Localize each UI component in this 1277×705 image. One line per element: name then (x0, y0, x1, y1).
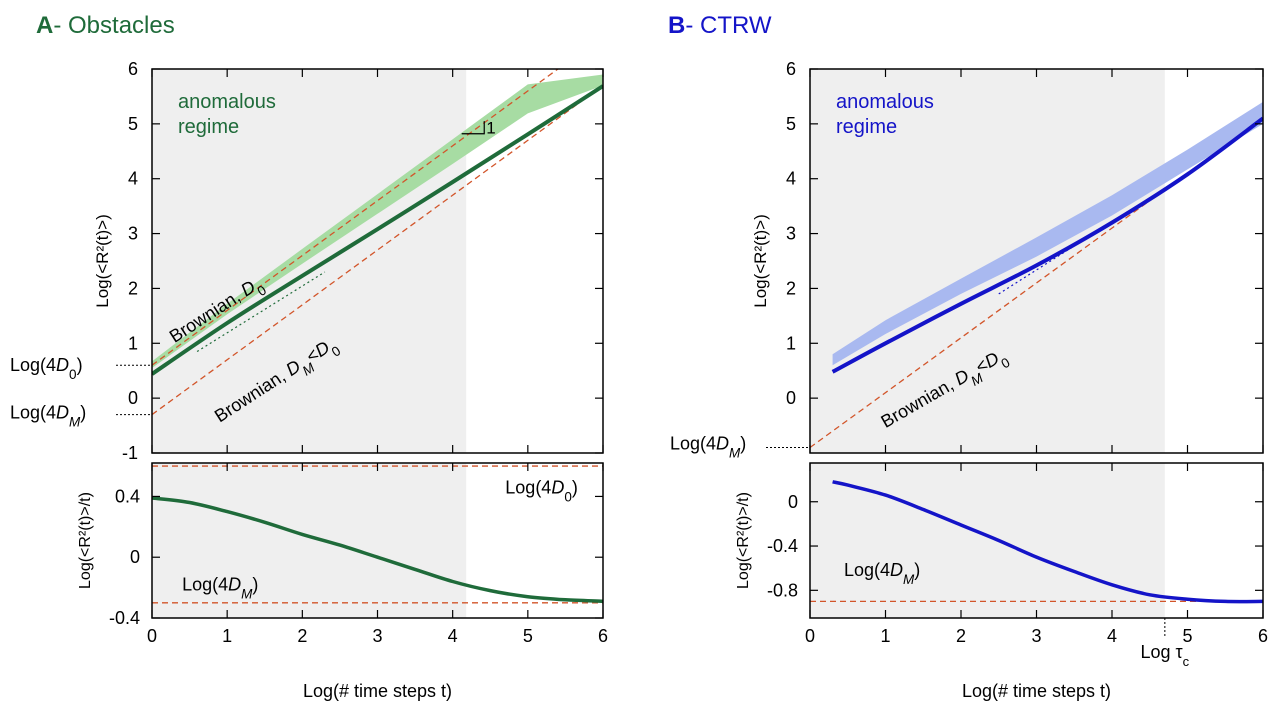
panel-a-x-tick-label-1: 1 (222, 626, 232, 646)
panel-b-lower-y-tick-label-1: -0.4 (767, 536, 798, 556)
panel-a-brownian-reference-line-1 (152, 84, 603, 416)
panel-a-log-4d0-label: Log(4D0) (10, 355, 83, 382)
panel-a-title-text: - Obstacles (53, 12, 175, 39)
panel-b-y-tick-label-4: 4 (786, 169, 796, 189)
panel-a-lower-log-4dm-label: Log(4DM) (182, 575, 258, 602)
panel-b-x-tick-label-1: 1 (880, 626, 890, 646)
panel-b-mean-curve (831, 116, 1263, 374)
panel-a-regime-label-line1: anomalous (178, 91, 276, 113)
panel-a-brownian-reference-line-0 (152, 69, 560, 366)
panel-b-title-text: - CTRW (685, 12, 772, 39)
panel-a-y-tick-label-4: 3 (128, 224, 138, 244)
panel-b-lower-y-tick-label-0: 0 (788, 492, 798, 512)
panel-a-log-4dm-label: Log(4DM) (10, 403, 86, 430)
panel-a-y-tick-label-5: 4 (128, 169, 138, 189)
panel-b-y-tick-label-0: 0 (786, 388, 796, 408)
panel-a-y-tick-label-7: 6 (128, 59, 138, 79)
panel-b-log-4dm-label: Log(4DM) (670, 434, 746, 461)
panel-a-regime-label-line2: regime (178, 116, 239, 138)
panel-b-y-tick-label-5: 5 (786, 114, 796, 134)
panel-b-y-axis-label: Log(<R²(t)>) (751, 214, 770, 308)
panel-b-lower-y-tick-label-2: -0.8 (767, 580, 798, 600)
panel-a-slope-label: 1 (486, 119, 495, 138)
panel-a-fit-dotted-line (196, 271, 326, 353)
panel-a-x-tick-label-6: 6 (598, 626, 608, 646)
panel-b-regime-label-line2: regime (836, 116, 897, 138)
panel-b-x-axis-label: Log(# time steps t) (962, 681, 1111, 701)
panel-b-x-tick-label-5: 5 (1182, 626, 1192, 646)
panel-a-x-tick-label-0: 0 (147, 626, 157, 646)
panel-a-x-tick-label-4: 4 (448, 626, 458, 646)
panel-a-letter: A (36, 12, 54, 39)
panel-b-bottom-plot-area (810, 480, 1263, 604)
panel-a-y-tick-label-3: 2 (128, 278, 138, 298)
panel-b-spread-band (832, 101, 1263, 366)
panel-b-y-tick-label-1: 1 (786, 333, 796, 353)
panel-b-y-tick-label-2: 2 (786, 278, 796, 298)
panel-a-x-tick-label-5: 5 (523, 626, 533, 646)
panel-b-y-tick-label-3: 3 (786, 224, 796, 244)
panel-a-x-tick-label-3: 3 (372, 626, 382, 646)
panel-a-y-axis-label: Log(<R²(t)>) (93, 214, 112, 308)
panel-a-lower-y-tick-label-0: -0.4 (109, 608, 140, 628)
panel-b-top-plot-area (810, 101, 1263, 449)
panel-a-y-tick-label-6: 5 (128, 114, 138, 134)
panel-a-lower-y-tick-label-2: 0.4 (115, 486, 140, 506)
panel-a-mean-curve (152, 84, 603, 376)
panel-b-lower-log-4dm-label: Log(4DM) (844, 560, 920, 587)
panel-b-log-tau-label: Log τc (1141, 642, 1190, 669)
panel-b-y-tick-label-6: 6 (786, 59, 796, 79)
panel-a-y-tick-label-0: -1 (122, 443, 138, 463)
panel-b-x-tick-label-6: 6 (1258, 626, 1268, 646)
panel-b-x-tick-label-4: 4 (1107, 626, 1117, 646)
panel-a-slope-triangle (461, 121, 485, 135)
panel-b-letter: B (668, 12, 686, 39)
panel-b-lower-curve (832, 480, 1263, 604)
panel-a-top-plot-area (152, 69, 603, 416)
panel-b-x-tick-label-3: 3 (1031, 626, 1041, 646)
panel-a-y-tick-label-2: 1 (128, 333, 138, 353)
panel-b-title: B- CTRW (668, 12, 772, 40)
panel-a-x-tick-label-2: 2 (297, 626, 307, 646)
panel-b-lower-anomalous-shading (810, 463, 1165, 618)
panel-a-lower-anomalous-shading (152, 463, 467, 618)
panel-a-anomalous-shading (152, 69, 467, 453)
panel-b-lower-y-axis-label: Log(<R²(t)>/t) (735, 492, 752, 589)
panel-a-x-axis-label: Log(# time steps t) (303, 681, 452, 701)
panel-b-regime-label-line1: anomalous (836, 91, 934, 113)
panel-a-lower-y-tick-label-1: 0 (130, 547, 140, 567)
panel-b-x-tick-label-2: 2 (956, 626, 966, 646)
panel-a-lower-log-4d0-label: Log(4D0) (505, 477, 578, 504)
panel-b-x-tick-label-0: 0 (805, 626, 815, 646)
panel-b-anomalous-shading (810, 69, 1165, 453)
panel-a-lower-y-axis-label: Log(<R²(t)>/t) (77, 492, 94, 589)
panel-a-lower-curve (152, 496, 603, 604)
panel-a-title: A- Obstacles (36, 12, 175, 40)
panel-b-brownian-reference-line-0 (810, 117, 1263, 449)
panel-a-y-tick-label-1: 0 (128, 388, 138, 408)
